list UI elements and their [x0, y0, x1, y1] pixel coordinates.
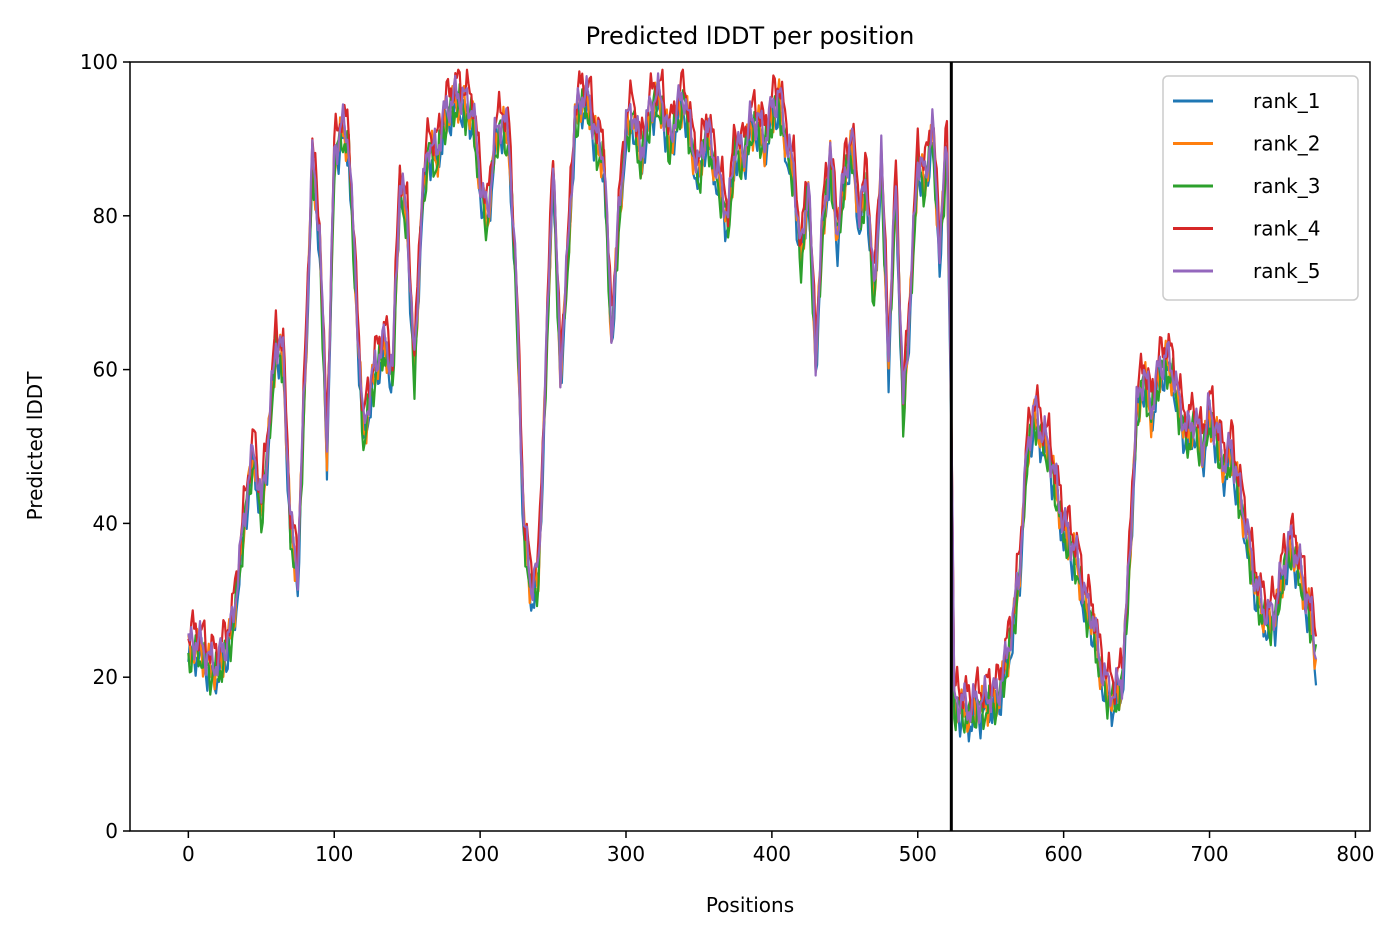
x-tick-label: 400 — [753, 842, 791, 866]
legend-label-rank_2: rank_2 — [1253, 132, 1320, 156]
legend-label-rank_5: rank_5 — [1253, 259, 1320, 283]
x-tick-label: 800 — [1336, 842, 1374, 866]
legend-box — [1162, 75, 1359, 301]
y-axis-label: Predicted lDDT — [23, 371, 47, 521]
x-tick-label: 700 — [1190, 842, 1228, 866]
legend-label-rank_3: rank_3 — [1253, 174, 1320, 198]
series-line-rank_3 — [187, 82, 1318, 734]
x-axis-ticks: 0 100 200 300 400 500 600 700 800 — [182, 831, 1375, 866]
x-tick-label: 0 — [182, 842, 195, 866]
x-tick-label: 600 — [1045, 842, 1083, 866]
y-tick-label: 60 — [93, 358, 118, 382]
plot-frame — [129, 61, 1371, 832]
x-tick-label: 200 — [461, 842, 499, 866]
y-tick-label: 80 — [93, 204, 118, 228]
series-line-rank_5 — [187, 72, 1318, 724]
plot-area — [129, 61, 1371, 832]
legend-label-rank_1: rank_1 — [1253, 89, 1320, 113]
x-tick-label: 300 — [607, 842, 645, 866]
legend: rank_1 rank_2 rank_3 rank_4 rank_5 — [1162, 75, 1359, 301]
y-axis-ticks: 0 20 40 60 80 100 — [80, 50, 130, 843]
x-axis-label: Positions — [706, 893, 794, 917]
y-tick-label: 100 — [80, 50, 118, 74]
y-tick-label: 20 — [93, 665, 118, 689]
chart-title: Predicted lDDT per position — [586, 22, 915, 50]
series-layer — [187, 68, 1318, 743]
y-tick-label: 40 — [93, 511, 118, 535]
y-tick-label: 0 — [105, 819, 118, 843]
legend-label-rank_4: rank_4 — [1253, 217, 1320, 241]
x-tick-label: 500 — [899, 842, 937, 866]
x-tick-label: 100 — [315, 842, 353, 866]
